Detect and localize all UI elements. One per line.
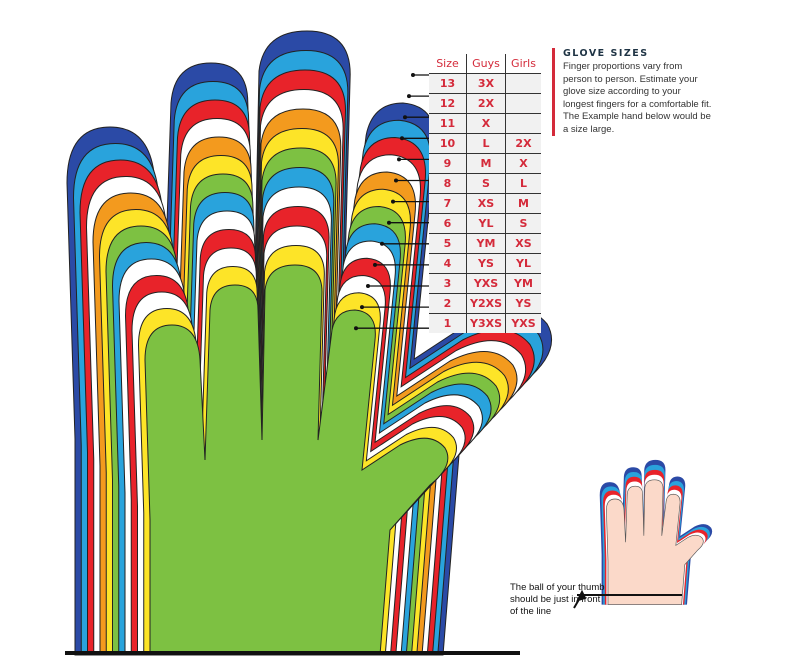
table-cell: XS (466, 193, 506, 214)
size-marker-dot (407, 94, 411, 99)
info-body: Finger proportions vary from person to p… (563, 61, 712, 135)
table-cell: 1 (429, 313, 467, 333)
table-row: 4 YS YL (429, 253, 541, 274)
table-row: 1 Y3XS YXS (429, 313, 541, 333)
table-header: Guys (466, 54, 506, 74)
table-cell: YL (466, 213, 506, 234)
table-cell: 10 (429, 133, 467, 154)
table-cell: 8 (429, 173, 467, 194)
table-cell (505, 93, 541, 114)
table-cell: M (466, 153, 506, 174)
size-marker-dot (373, 262, 377, 267)
table-cell: L (505, 173, 541, 194)
size-marker-dot (397, 157, 401, 162)
size-marker-dot (394, 178, 398, 183)
table-row: 2 Y2XS YS (429, 293, 541, 314)
table-cell (505, 73, 541, 94)
table-row: 3 YXS YM (429, 273, 541, 294)
table-cell: 2X (466, 93, 506, 114)
table-cell: XS (505, 233, 541, 254)
table-header: Girls (511, 57, 536, 70)
table-cell: Y2XS (466, 293, 506, 314)
table-row: 13 3X (429, 73, 541, 94)
hand-layer-size-1 (144, 264, 449, 656)
table-cell: 4 (429, 253, 467, 274)
table-row: 7 XS M (429, 193, 541, 214)
table-cell: YXS (505, 313, 541, 333)
table-cell: 3 (429, 273, 467, 294)
table-cell: 12 (429, 93, 467, 114)
table-cell: YS (505, 293, 541, 314)
size-table: Size Guys Girls 13 3X 12 2X 11 X 10 L 2X 9 M X 8 S L 7 XS M… (429, 54, 541, 333)
table-row: 5 YM XS (429, 233, 541, 254)
table-cell: 13 (429, 73, 467, 94)
table-cell: 9 (429, 153, 467, 174)
table-cell: 2 (429, 293, 467, 314)
table-cell: S (505, 213, 541, 234)
table-cell: YL (505, 253, 541, 274)
size-marker-dot (387, 220, 391, 225)
table-row: 11 X (429, 113, 541, 134)
table-cell: 6 (429, 213, 467, 234)
info-panel: GLOVE SIZES Finger proportions vary from… (552, 48, 713, 136)
size-marker-dot (400, 136, 404, 141)
table-cell: X (466, 113, 506, 134)
table-cell: X (505, 153, 541, 174)
example-note: The ball of your thumb should be just in… (510, 582, 605, 617)
arrow-icon (573, 589, 587, 609)
table-cell: S (466, 173, 506, 194)
table-row: 6 YL S (429, 213, 541, 234)
table-cell: 7 (429, 193, 467, 214)
size-marker-dot (380, 241, 384, 246)
table-cell (505, 113, 541, 134)
table-cell: 3X (466, 73, 506, 94)
table-cell: YXS (466, 273, 506, 294)
size-marker-dot (391, 199, 395, 204)
table-cell: YS (466, 253, 506, 274)
table-row: 12 2X (429, 93, 541, 114)
size-marker-dot (403, 115, 407, 120)
size-marker-dot (411, 73, 415, 77)
table-cell: 2X (505, 133, 541, 154)
table-cell: 5 (429, 233, 467, 254)
table-cell: Y3XS (466, 313, 506, 333)
example-hand (599, 459, 713, 605)
size-marker-dot (360, 305, 364, 310)
table-cell: YM (505, 273, 541, 294)
table-cell: YM (466, 233, 506, 254)
table-cell: L (466, 133, 506, 154)
table-cell: M (505, 193, 541, 214)
info-title: GLOVE SIZES (563, 48, 649, 59)
table-header: Size (429, 54, 467, 74)
size-marker-dot (366, 284, 370, 288)
size-marker-dot (354, 326, 358, 331)
table-row: 10 L 2X (429, 133, 541, 154)
table-cell: 11 (429, 113, 467, 134)
